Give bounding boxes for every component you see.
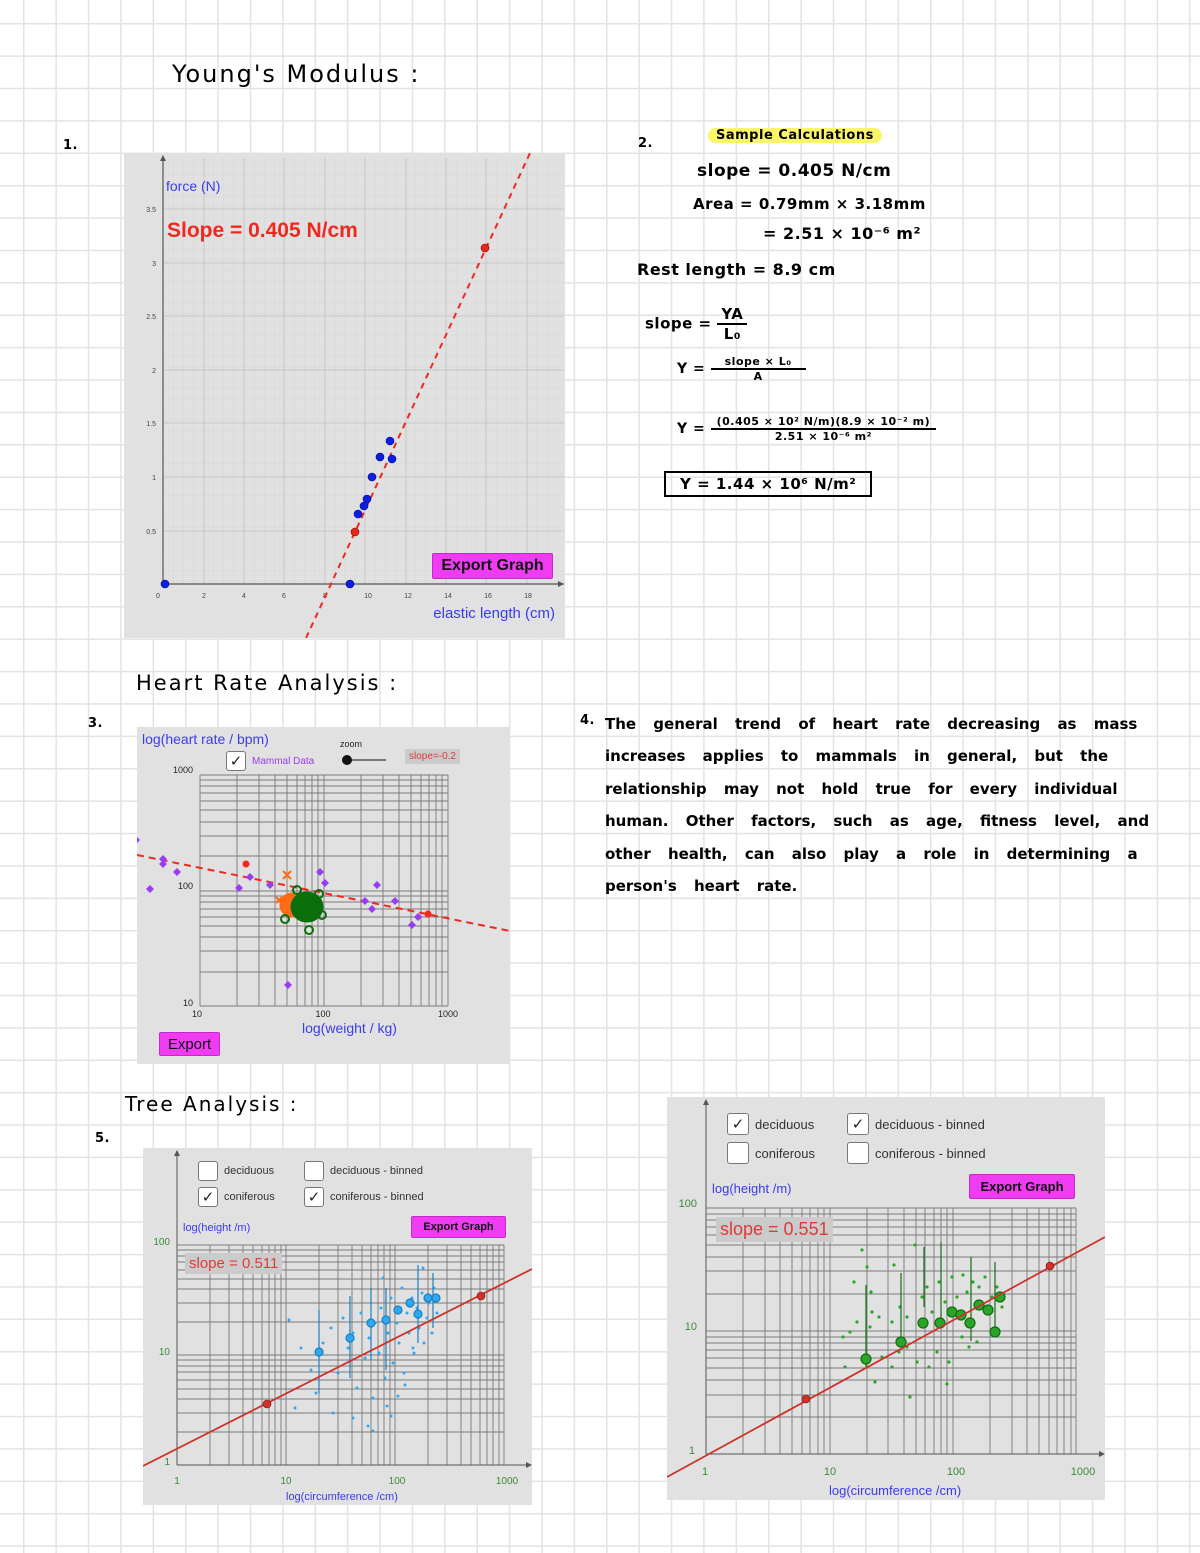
checkbox-icon[interactable] — [198, 1161, 218, 1181]
svg-text:16: 16 — [484, 593, 492, 600]
heading-tree-analysis: Tree Analysis : — [125, 1092, 299, 1116]
checkbox-coniferous-binned[interactable]: ✓ coniferous - binned — [304, 1187, 424, 1207]
svg-text:10: 10 — [364, 593, 372, 600]
zoom-label: zoom — [340, 739, 363, 749]
checkbox-icon[interactable]: ✓ — [304, 1187, 324, 1207]
slider-knob[interactable] — [342, 755, 352, 765]
svg-text:0: 0 — [156, 593, 160, 600]
svg-text:10: 10 — [192, 1009, 202, 1019]
svg-text:1000: 1000 — [1071, 1466, 1095, 1478]
section-number-4: 4. — [580, 713, 595, 728]
heart-rate-plot: 1000 100 10 10 100 1000 — [137, 765, 510, 1019]
svg-text:1000: 1000 — [496, 1476, 519, 1487]
svg-text:1.5: 1.5 — [146, 421, 156, 428]
section-number-1: 1. — [63, 138, 78, 153]
export-graph-button[interactable]: Export Graph — [969, 1174, 1075, 1199]
deciduous-tree-graph: 100 10 1 1 10 100 1000 — [667, 1097, 1105, 1500]
svg-text:10: 10 — [280, 1476, 292, 1487]
y-axis-label: force (N) — [166, 178, 221, 194]
slider-track — [350, 759, 386, 761]
svg-text:10: 10 — [824, 1466, 836, 1478]
slope-label: slope = 0.551 — [716, 1217, 833, 1242]
svg-text:1: 1 — [702, 1466, 708, 1478]
calculations-title: Sample Calculations — [708, 128, 882, 143]
svg-text:10: 10 — [159, 1347, 171, 1358]
svg-text:1000: 1000 — [173, 765, 193, 775]
checkbox-icon[interactable]: ✓ — [226, 751, 246, 771]
svg-text:4: 4 — [242, 593, 246, 600]
heading-youngs-modulus: Young's Modulus : — [172, 60, 421, 88]
calc-area-result: = 2.51 × 10⁻⁶ m² — [763, 224, 921, 243]
calc-area: Area = 0.79mm × 3.18mm — [693, 195, 926, 213]
svg-text:2: 2 — [202, 593, 206, 600]
svg-text:1: 1 — [689, 1445, 695, 1457]
heart-rate-discussion: The general trend of heart rate decreasi… — [605, 715, 1150, 896]
svg-text:100: 100 — [389, 1476, 406, 1487]
checkbox-icon[interactable]: ✓ — [727, 1113, 749, 1135]
checkbox-coniferous[interactable]: ✓ coniferous — [198, 1187, 275, 1207]
svg-text:3.5: 3.5 — [146, 207, 156, 214]
svg-text:6: 6 — [282, 593, 286, 600]
section-number-3: 3. — [88, 716, 103, 731]
zoom-slider[interactable] — [342, 755, 386, 765]
svg-text:3: 3 — [152, 261, 156, 268]
y-axis-label: log(heart rate / bpm) — [142, 731, 269, 747]
heading-heart-rate: Heart Rate Analysis : — [136, 671, 399, 695]
svg-text:1: 1 — [152, 475, 156, 482]
coniferous-tree-graph: 100 10 1 1 10 100 1000 — [143, 1148, 532, 1505]
checkbox-icon[interactable] — [304, 1161, 324, 1181]
svg-text:10: 10 — [183, 998, 193, 1008]
svg-text:0.5: 0.5 — [146, 529, 156, 536]
svg-text:100: 100 — [679, 1198, 697, 1210]
checkbox-icon[interactable]: ✓ — [847, 1113, 869, 1135]
svg-text:100: 100 — [153, 1237, 170, 1248]
export-graph-button[interactable]: Export Graph — [411, 1216, 506, 1238]
section-number-5: 5. — [95, 1131, 110, 1146]
svg-text:2.5: 2.5 — [146, 314, 156, 321]
checkbox-deciduous-binned[interactable]: deciduous - binned — [304, 1161, 423, 1181]
calc-slope: slope = 0.405 N/cm — [697, 161, 892, 181]
slope-label: slope=-0.2 — [405, 749, 460, 764]
checkbox-deciduous[interactable]: deciduous — [198, 1161, 274, 1181]
svg-text:14: 14 — [444, 593, 452, 600]
x-axis-label: log(circumference /cm) — [286, 1491, 398, 1503]
slope-label: slope = 0.511 — [185, 1253, 283, 1274]
export-button[interactable]: Export — [159, 1032, 220, 1056]
checkbox-icon[interactable] — [847, 1142, 869, 1164]
svg-text:2: 2 — [152, 368, 156, 375]
svg-text:1: 1 — [164, 1457, 170, 1468]
checkbox-deciduous-binned[interactable]: ✓ deciduous - binned — [847, 1113, 985, 1135]
export-graph-button[interactable]: Export Graph — [432, 553, 553, 579]
checkbox-coniferous-binned[interactable]: coniferous - binned — [847, 1142, 986, 1164]
formula-slope: slope = YA L₀ — [645, 305, 748, 343]
result-box: Y = 1.44 × 10⁶ N/m² — [664, 471, 873, 497]
svg-text:100: 100 — [178, 881, 193, 891]
mammal-data-checkbox[interactable]: ✓ Mammal Data — [226, 751, 314, 771]
checkbox-coniferous[interactable]: coniferous — [727, 1142, 815, 1164]
section-number-2: 2. — [638, 136, 653, 151]
checkbox-icon[interactable]: ✓ — [198, 1187, 218, 1207]
svg-text:18: 18 — [524, 593, 532, 600]
formula-y-substituted: Y = (0.405 × 10² N/m)(8.9 × 10⁻² m) 2.51 … — [677, 415, 937, 443]
x-axis-label: log(weight / kg) — [302, 1020, 397, 1036]
checkbox-deciduous[interactable]: ✓ deciduous — [727, 1113, 814, 1135]
slope-label: Slope = 0.405 N/cm — [167, 219, 358, 242]
x-axis-label: log(circumference /cm) — [829, 1483, 962, 1498]
heart-rate-graph: 1000 100 10 10 100 1000 — [137, 727, 510, 1064]
svg-text:1: 1 — [174, 1476, 180, 1487]
x-axis-label: elastic length (cm) — [433, 605, 555, 622]
formula-y: Y = slope × L₀ A — [677, 355, 806, 383]
checkbox-icon[interactable] — [727, 1142, 749, 1164]
svg-text:1000: 1000 — [438, 1009, 458, 1019]
calc-rest-length: Rest length = 8.9 cm — [637, 260, 836, 279]
svg-text:10: 10 — [685, 1321, 697, 1333]
y-axis-label: log(height /m) — [183, 1222, 251, 1234]
y-axis-label: log(height /m) — [712, 1181, 792, 1196]
svg-text:100: 100 — [315, 1009, 330, 1019]
svg-text:12: 12 — [404, 593, 412, 600]
coniferous-plot: 100 10 1 1 10 100 1000 — [143, 1150, 532, 1487]
svg-text:100: 100 — [947, 1466, 965, 1478]
